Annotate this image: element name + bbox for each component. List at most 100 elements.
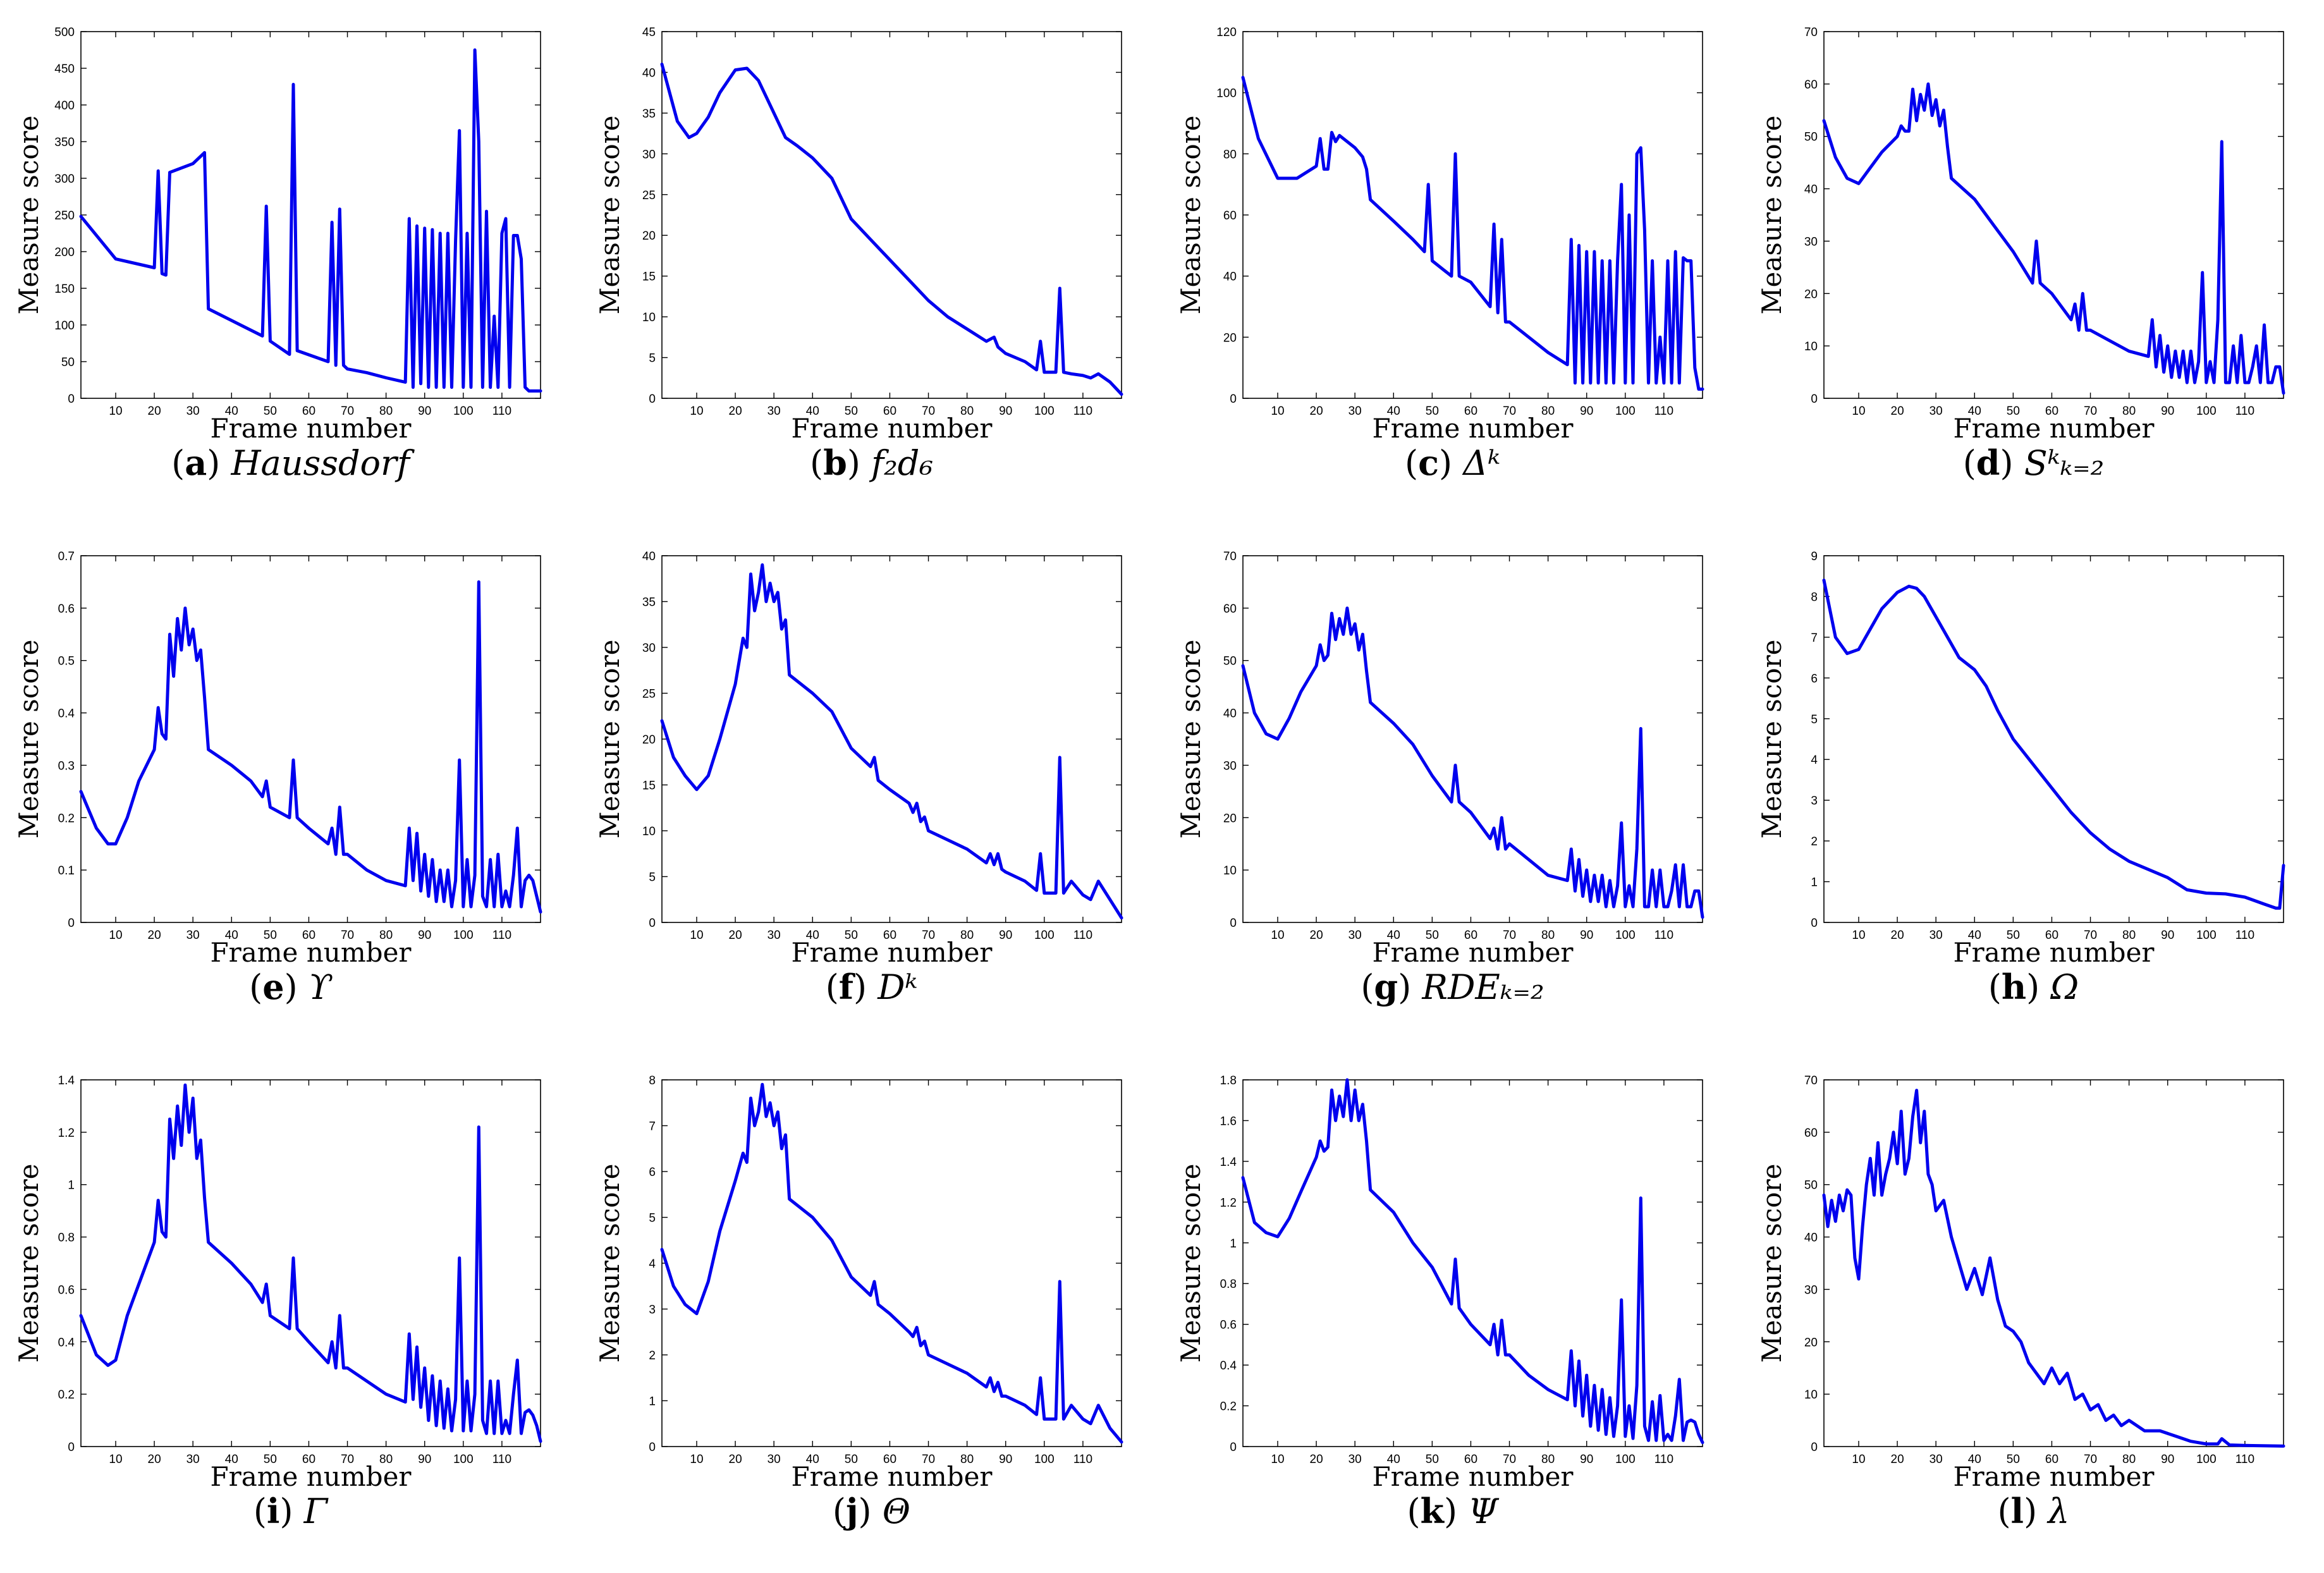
- x-tick-label: 20: [148, 929, 161, 942]
- x-tick-label: 60: [2045, 405, 2058, 418]
- y-tick-label: 20: [642, 230, 656, 243]
- caption-symbol: λ: [2048, 1491, 2070, 1531]
- x-tick-label: 40: [806, 405, 819, 418]
- y-axis-label: Measure score: [13, 1163, 44, 1362]
- x-tick-label: 100: [1034, 405, 1055, 418]
- series-line: [1822, 82, 2285, 395]
- caption-symbol: Ω: [2050, 967, 2079, 1007]
- y-axis-label: Measure score: [594, 1163, 625, 1362]
- x-tick-label: 60: [2045, 1453, 2058, 1466]
- y-tick-label: 60: [1804, 78, 1818, 92]
- axes-frame: [1242, 1079, 1703, 1447]
- y-tick-label: 20: [642, 733, 656, 747]
- x-tick-label: 80: [379, 1453, 393, 1466]
- caption-a: (a) Haussdorf: [171, 443, 410, 483]
- x-tick-label: 20: [148, 405, 161, 418]
- y-tick-label: 50: [1804, 1179, 1818, 1192]
- x-tick-label: 20: [148, 1453, 161, 1466]
- y-tick-label: 150: [54, 283, 75, 296]
- caption-letter: a: [185, 443, 207, 483]
- y-tick-label: 40: [1223, 707, 1237, 721]
- panel-j: 0 1 2 3 4 5 6 7 8 10 20 30 40 50 60 70 80 90 100 110 Frame n…: [581, 1048, 1162, 1572]
- x-tick-label: 70: [341, 405, 354, 418]
- panel-e: 0 0.1 0.2 0.3 0.4 0.5 0.6 0.7 10 20 30 40 50 60 70 80 90…: [0, 524, 581, 1048]
- x-tick-label: 80: [2122, 929, 2136, 942]
- x-tick-label: 100: [2196, 1453, 2217, 1466]
- y-tick-label: 50: [1223, 655, 1237, 668]
- y-tick-label: 0.4: [58, 707, 75, 721]
- x-tick-label: 60: [883, 929, 896, 942]
- chart-d: 0 10 20 30 40 50 60 70 10 20 30 40 50 60 70 80 90 100 110 F…: [1756, 26, 2285, 443]
- series-line: [1822, 578, 2285, 910]
- panel-d: 0 10 20 30 40 50 60 70 10 20 30 40 50 60 70 80 90 100 110 F…: [1743, 0, 2324, 524]
- y-tick-label: 3: [1811, 795, 1818, 808]
- x-tick-label: 100: [2196, 405, 2217, 418]
- y-tick-label: 20: [1223, 812, 1237, 825]
- x-tick-label: 10: [1271, 405, 1284, 418]
- x-tick-label: 30: [1930, 405, 1943, 418]
- x-tick-label: 40: [1387, 929, 1400, 942]
- x-tick-label: 100: [1034, 929, 1055, 942]
- chart-c: 0 20 40 60 80 100 120 10 20 30 40 50 60 70 80 90 100 110 F…: [1175, 26, 1704, 443]
- series-line: [1241, 1078, 1704, 1445]
- y-tick-label: 40: [1804, 1232, 1818, 1245]
- x-tick-label: 70: [341, 1453, 354, 1466]
- x-tick-label: 90: [2161, 405, 2174, 418]
- x-tick-label: 70: [1503, 929, 1516, 942]
- x-tick-label: 40: [1968, 1453, 1981, 1466]
- x-tick-label: 90: [1580, 929, 1593, 942]
- caption-letter: e: [262, 967, 284, 1007]
- x-tick-label: 70: [922, 929, 935, 942]
- x-tick-label: 10: [690, 929, 703, 942]
- y-tick-label: 7: [1811, 632, 1818, 645]
- x-tick-label: 70: [2084, 405, 2097, 418]
- chart-f: 0 5 10 15 20 25 30 35 40 10 20 30 40 50 60 70 80 90 100 110…: [594, 550, 1123, 967]
- x-tick-label: 80: [1541, 1453, 1555, 1466]
- y-tick-label: 0: [649, 393, 656, 406]
- y-axis-label: Measure score: [1175, 639, 1206, 838]
- y-tick-label: 80: [1223, 148, 1237, 161]
- axes-frame: [1823, 31, 2284, 399]
- x-tick-label: 20: [1310, 1453, 1323, 1466]
- x-tick-label: 50: [2007, 929, 2020, 942]
- x-tick-label: 30: [1930, 929, 1943, 942]
- x-tick-label: 40: [225, 1453, 238, 1466]
- y-tick-label: 8: [649, 1074, 656, 1087]
- y-tick-label: 3: [649, 1304, 656, 1317]
- x-tick-label: 70: [2084, 1453, 2097, 1466]
- y-tick-label: 0.4: [58, 1336, 75, 1349]
- x-tick-label: 100: [1615, 929, 1636, 942]
- x-tick-label: 70: [922, 405, 935, 418]
- y-axis-label: Measure score: [1175, 1163, 1206, 1362]
- x-axis-label: Frame number: [791, 1461, 993, 1491]
- y-tick-label: 0: [68, 1441, 75, 1454]
- x-tick-label: 60: [302, 405, 315, 418]
- x-tick-label: 10: [690, 405, 703, 418]
- y-tick-label: 250: [54, 209, 75, 223]
- y-tick-label: 100: [1216, 87, 1237, 101]
- y-tick-label: 0.6: [1220, 1319, 1237, 1332]
- x-tick-label: 100: [453, 929, 474, 942]
- caption-l: (l) λ: [1997, 1491, 2070, 1531]
- chart-b: 0 5 10 15 20 25 30 35 40 45 10 20 30 40 50 60 70 80 90 100 1…: [594, 26, 1123, 443]
- y-axis-label: Measure score: [1756, 639, 1787, 838]
- x-tick-label: 90: [2161, 929, 2174, 942]
- x-tick-label: 90: [1580, 405, 1593, 418]
- caption-j: (j) Θ: [832, 1491, 911, 1531]
- y-tick-label: 20: [1804, 1336, 1818, 1349]
- x-tick-label: 60: [302, 929, 315, 942]
- caption-c: (c) Δᵏ: [1405, 443, 1500, 483]
- x-axis-label: Frame number: [1372, 413, 1574, 443]
- x-tick-label: 50: [1426, 405, 1439, 418]
- y-tick-label: 500: [54, 26, 75, 39]
- caption-symbol: RDEₖ₌₂: [1422, 967, 1544, 1007]
- y-tick-label: 0: [1811, 917, 1818, 930]
- caption-symbol: Θ: [882, 1491, 911, 1531]
- y-tick-label: 70: [1804, 26, 1818, 39]
- y-tick-label: 1: [1230, 1237, 1237, 1251]
- x-tick-label: 80: [960, 1453, 974, 1466]
- caption-letter: h: [2001, 967, 2027, 1007]
- x-tick-label: 100: [1615, 405, 1636, 418]
- y-tick-label: 300: [54, 173, 75, 186]
- y-tick-label: 35: [642, 107, 656, 121]
